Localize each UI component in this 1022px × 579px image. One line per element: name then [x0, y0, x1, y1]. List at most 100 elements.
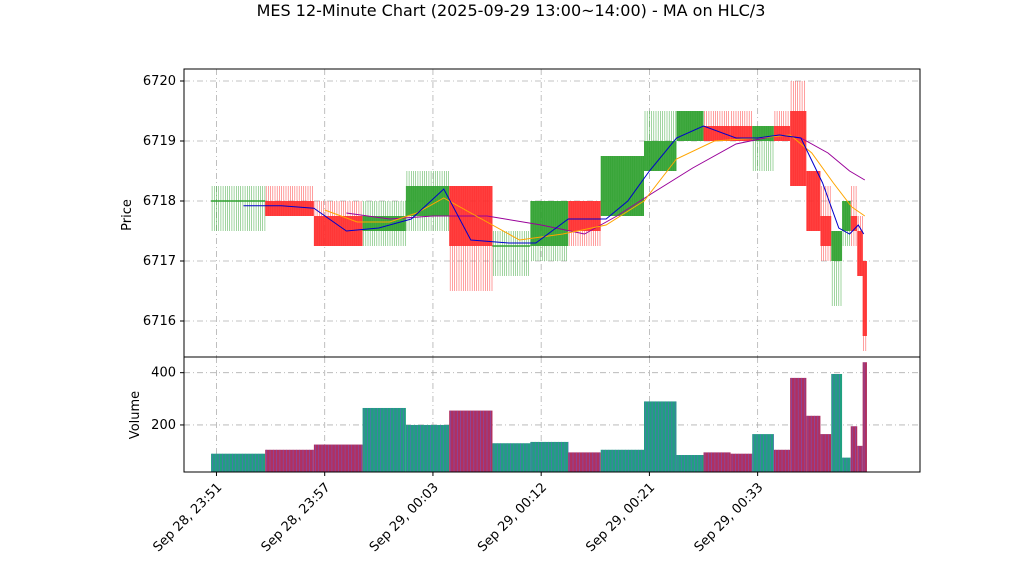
volume-bar [806, 415, 821, 472]
candle-body [211, 200, 266, 202]
volume-bar-stripes [450, 410, 491, 472]
volume-bar [600, 449, 644, 472]
volume-tick-label: 400 [151, 366, 176, 381]
volume-bar-fill [644, 401, 677, 472]
volume-bar [752, 434, 774, 472]
volume-bars [211, 362, 867, 472]
volume-bar-stripes [493, 443, 531, 472]
candle-up [752, 126, 774, 171]
candle-up [842, 201, 851, 246]
candle-body [492, 245, 531, 247]
candle-up [600, 156, 644, 216]
volume-bar [730, 453, 753, 472]
volume-bar-fill [850, 426, 858, 472]
volume-bar-stripes [851, 426, 856, 472]
volume-bar-fill [806, 415, 821, 472]
candle-up [362, 201, 406, 246]
price-tick-label: 6717 [143, 254, 176, 269]
candle-down [568, 201, 601, 246]
ma-short-line [243, 125, 865, 244]
volume-bar-stripes [569, 452, 600, 472]
candle-down [730, 111, 753, 141]
volume-bar [405, 424, 450, 472]
price-tick-label: 6716 [143, 314, 176, 329]
volume-bar-fill [730, 453, 753, 472]
candle-body [842, 201, 851, 231]
candle-body [703, 126, 731, 141]
volume-bar-stripes [601, 449, 643, 472]
volume-bar-stripes [731, 453, 753, 472]
volume-bar [862, 362, 867, 472]
moving-averages [243, 125, 866, 244]
volume-bar-stripes [266, 449, 314, 472]
candle-body [730, 126, 753, 141]
volume-bar [211, 453, 266, 472]
candle-down [313, 201, 363, 246]
volume-bar-stripes [843, 457, 851, 472]
volume-bar-fill [831, 373, 843, 472]
ma-medium-line [324, 134, 866, 241]
volume-bar-stripes [407, 425, 448, 472]
candle-wick [211, 186, 266, 231]
candle-up [644, 111, 677, 171]
volume-bar-stripes [363, 408, 405, 472]
volume-bar-stripes [858, 445, 863, 472]
volume-bar [842, 457, 851, 472]
volume-bar [568, 452, 601, 472]
volume-y-axis: 200 400 [151, 366, 184, 433]
x-tick-label: Sep 29, 00:21 [583, 480, 658, 555]
volume-bar-stripes [677, 455, 702, 472]
price-tick-label: 6718 [143, 194, 176, 209]
volume-bar-fill [820, 434, 832, 472]
candle-body [831, 231, 843, 261]
x-tick-label: Sep 29, 00:03 [367, 480, 442, 555]
volume-bar [362, 407, 406, 472]
volume-bar [790, 377, 807, 472]
candle-up [405, 171, 450, 231]
x-tick-label: Sep 29, 00:12 [475, 480, 550, 555]
volume-bar-stripes [832, 374, 840, 472]
candle-body [790, 111, 807, 186]
volume-bar-fill [857, 445, 863, 472]
volume-bar [831, 373, 843, 472]
candle-down [703, 111, 731, 141]
volume-bar [676, 455, 704, 472]
price-tick-label: 6719 [143, 134, 176, 149]
candle-body [857, 231, 863, 276]
candle-body [806, 171, 821, 231]
volume-bar-fill [492, 443, 531, 472]
candle-body [600, 156, 644, 216]
candle-body [820, 216, 832, 246]
volume-bar-fill [600, 449, 644, 472]
volume-bar-stripes [753, 434, 774, 472]
volume-bar-fill [752, 434, 774, 472]
volume-bar [644, 401, 677, 472]
volume-bar [850, 426, 858, 472]
volume-bar-fill [676, 455, 704, 472]
x-axis: Sep 28, 23:51 Sep 28, 23:57 Sep 29, 00:03 S… [150, 472, 766, 555]
volume-bar-stripes [821, 434, 829, 472]
candle-down [790, 81, 807, 186]
candle-up [492, 231, 531, 276]
x-tick-label: Sep 28, 23:57 [259, 480, 334, 555]
chart-title: MES 12-Minute Chart (2025-09-29 13:00~14… [257, 1, 766, 20]
volume-bar-stripes [775, 449, 789, 472]
candle-wick [493, 231, 529, 276]
candle-body [568, 201, 601, 231]
candle-body [862, 261, 867, 336]
volume-bar [265, 449, 314, 472]
candle-down [806, 171, 821, 231]
price-axis-label: Price [120, 199, 135, 231]
volume-bar-stripes [212, 453, 263, 472]
volume-bar-fill [211, 453, 266, 472]
candle-body [773, 126, 791, 141]
volume-plot-frame [183, 356, 921, 473]
ma-long-line [346, 134, 866, 235]
volume-bar-fill [842, 457, 851, 472]
volume-bar-stripes [791, 377, 806, 472]
volume-bar-stripes [807, 415, 819, 472]
volume-bar [313, 444, 363, 472]
candle-down [862, 261, 867, 351]
x-tick-label: Sep 28, 23:51 [150, 480, 225, 555]
